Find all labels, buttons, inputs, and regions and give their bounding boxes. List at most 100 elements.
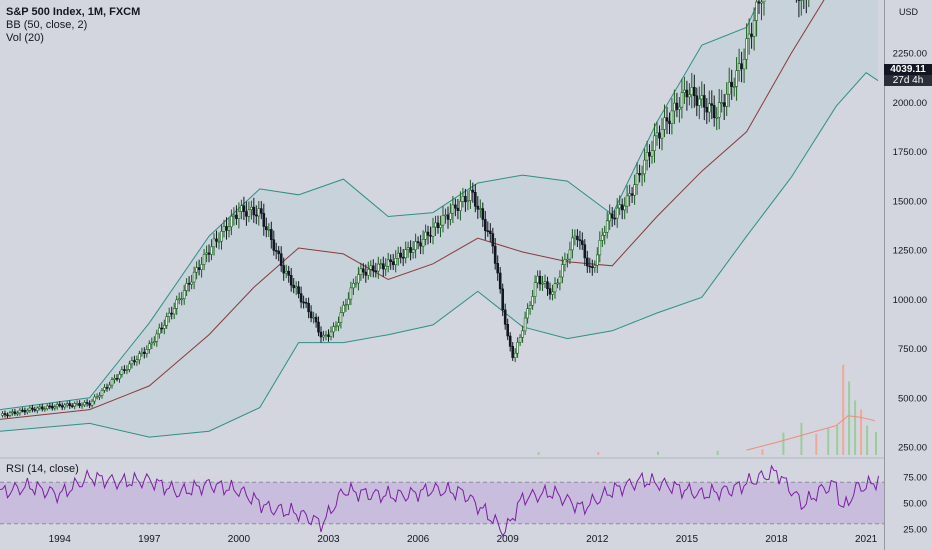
rsi-tick-label: 50.00 <box>903 499 927 510</box>
volume-bar <box>815 434 818 455</box>
candle-body <box>220 231 223 242</box>
price-tick-label: 2250.00 <box>893 49 927 60</box>
candle-body <box>473 192 477 207</box>
candle-body <box>541 282 544 285</box>
candle-body <box>21 409 24 412</box>
candle-body <box>130 360 134 365</box>
candle-body <box>75 403 79 405</box>
candle-body <box>153 341 156 344</box>
bb-upper-line <box>0 0 760 411</box>
time-tick-label: 2015 <box>676 534 699 545</box>
bb-legend[interactable]: BB (50, close, 2) <box>6 19 88 31</box>
volume-bar <box>875 431 877 455</box>
candle-body <box>531 296 534 306</box>
candle-body <box>799 0 803 1</box>
candle-body <box>65 403 69 406</box>
candle-body <box>404 249 408 259</box>
candle-body <box>60 405 64 408</box>
candle-body <box>240 205 243 212</box>
price-axis[interactable] <box>884 0 932 550</box>
candle-body <box>58 404 62 406</box>
candle-body <box>110 379 114 386</box>
candle-body <box>750 33 753 37</box>
candle-body <box>297 286 300 294</box>
candle-body <box>695 95 699 106</box>
candle-body <box>720 102 724 104</box>
candle-body <box>426 231 430 236</box>
rsi-legend[interactable]: RSI (14, close) <box>6 463 79 475</box>
candle-body <box>163 324 166 329</box>
candle-body <box>710 103 714 106</box>
candle-body <box>123 369 126 371</box>
candle-body <box>498 272 502 290</box>
candle-body <box>269 229 273 240</box>
candle-body <box>90 400 94 406</box>
candle-body <box>294 286 298 289</box>
vol-legend[interactable]: Vol (20) <box>6 32 44 44</box>
candle-body <box>352 282 355 289</box>
candle-body <box>43 408 47 411</box>
candle-body <box>747 33 751 39</box>
candle-body <box>282 265 286 274</box>
volume-bar <box>866 425 869 455</box>
candle-body <box>344 304 348 306</box>
candle-body <box>628 193 631 197</box>
candle-body <box>516 341 519 354</box>
candle-body <box>610 213 614 219</box>
candle-body <box>33 409 37 411</box>
candle-body <box>496 263 500 274</box>
candle-body <box>26 409 29 413</box>
candle-body <box>645 152 649 161</box>
candle-body <box>6 414 9 417</box>
candle-body <box>250 206 253 210</box>
candle-body <box>53 406 57 409</box>
price-tick-label: 1500.00 <box>893 196 927 207</box>
candle-body <box>319 331 323 338</box>
rsi-tick-label: 25.00 <box>903 525 927 536</box>
time-tick-label: 2021 <box>855 534 878 545</box>
candle-body <box>50 405 54 409</box>
candle-body <box>595 254 599 266</box>
candle-body <box>546 281 549 290</box>
candle-body <box>31 407 34 410</box>
candle-body <box>95 396 99 399</box>
candle-body <box>690 87 694 96</box>
candle-body <box>439 224 442 229</box>
symbol-legend[interactable]: S&P 500 Index, 1M, FXCM <box>6 6 141 18</box>
rsi-tick-label: 75.00 <box>903 473 927 484</box>
volume-bar <box>827 428 830 455</box>
candle-body <box>177 298 181 301</box>
candle-body <box>536 275 539 284</box>
bb-band-fill <box>0 0 878 438</box>
candle-body <box>461 196 465 202</box>
currency-label: USD <box>899 7 919 17</box>
candle-body <box>80 404 84 407</box>
candle-body <box>543 281 547 284</box>
candle-body <box>113 377 116 380</box>
candle-body <box>730 81 734 87</box>
candle-body <box>431 226 435 237</box>
candle-body <box>685 89 689 98</box>
candle-body <box>640 173 644 176</box>
candle-body <box>314 316 318 323</box>
candle-body <box>576 235 579 241</box>
candle-body <box>745 38 748 60</box>
candle-body <box>737 63 741 72</box>
candle-body <box>232 214 236 217</box>
candle-body <box>553 283 557 293</box>
candle-body <box>8 412 12 416</box>
candle-body <box>424 231 427 240</box>
candle-body <box>697 98 701 106</box>
candle-body <box>187 282 191 285</box>
candle-body <box>466 200 470 203</box>
candle-body <box>205 252 208 255</box>
candle-body <box>210 246 213 255</box>
candle-body <box>414 241 417 251</box>
price-tick-label: 250.00 <box>898 443 927 454</box>
candle-body <box>108 384 111 389</box>
candle-body <box>73 403 76 407</box>
candle-body <box>608 213 612 222</box>
candle-body <box>259 208 263 214</box>
candle-body <box>207 252 211 255</box>
